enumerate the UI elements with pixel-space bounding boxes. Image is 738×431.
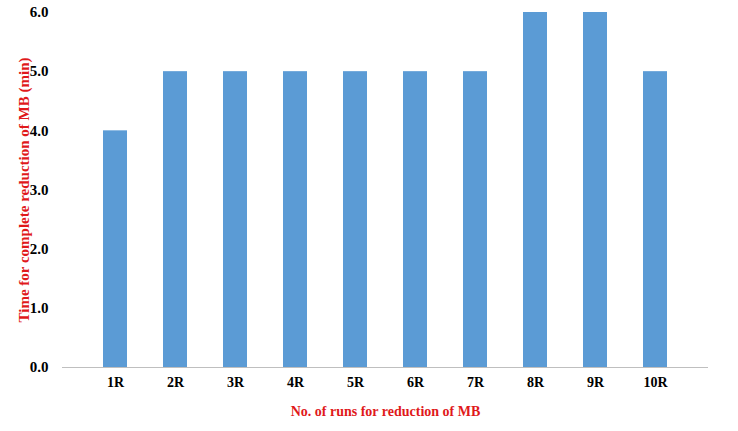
svg-text:0.0: 0.0 xyxy=(30,359,49,375)
svg-text:2.0: 2.0 xyxy=(30,241,49,257)
svg-text:1.0: 1.0 xyxy=(30,300,49,316)
svg-text:4R: 4R xyxy=(287,375,305,390)
svg-text:6R: 6R xyxy=(407,375,425,390)
svg-text:Time for complete reduction of: Time for complete reduction of MB (min) xyxy=(16,58,33,323)
svg-text:7R: 7R xyxy=(467,375,485,390)
svg-text:1R: 1R xyxy=(107,375,125,390)
svg-text:9R: 9R xyxy=(587,375,605,390)
svg-text:8R: 8R xyxy=(527,375,545,390)
svg-text:3R: 3R xyxy=(227,375,245,390)
svg-text:6.0: 6.0 xyxy=(30,4,49,20)
svg-text:5.0: 5.0 xyxy=(30,63,49,79)
svg-text:2R: 2R xyxy=(167,375,185,390)
svg-text:3.0: 3.0 xyxy=(30,182,49,198)
svg-text:10R: 10R xyxy=(643,375,668,390)
svg-text:5R: 5R xyxy=(347,375,365,390)
svg-text:4.0: 4.0 xyxy=(30,123,49,139)
svg-text:No. of runs for reduction of M: No. of runs for reduction of MB xyxy=(291,404,481,419)
